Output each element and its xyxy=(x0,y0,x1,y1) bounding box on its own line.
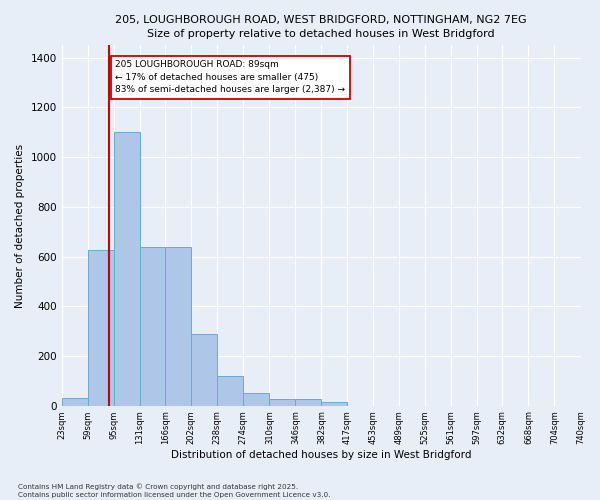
Bar xyxy=(243,393,269,406)
X-axis label: Distribution of detached houses by size in West Bridgford: Distribution of detached houses by size … xyxy=(171,450,472,460)
Title: 205, LOUGHBOROUGH ROAD, WEST BRIDGFORD, NOTTINGHAM, NG2 7EG
Size of property rel: 205, LOUGHBOROUGH ROAD, WEST BRIDGFORD, … xyxy=(115,15,527,39)
Bar xyxy=(62,398,88,406)
Text: 205 LOUGHBOROUGH ROAD: 89sqm
← 17% of detached houses are smaller (475)
83% of s: 205 LOUGHBOROUGH ROAD: 89sqm ← 17% of de… xyxy=(115,60,345,94)
Bar xyxy=(322,402,347,406)
Text: Contains HM Land Registry data © Crown copyright and database right 2025.
Contai: Contains HM Land Registry data © Crown c… xyxy=(18,484,331,498)
Bar xyxy=(114,132,140,406)
Bar xyxy=(140,246,166,406)
Bar xyxy=(217,376,243,406)
Bar xyxy=(165,246,191,406)
Bar xyxy=(269,400,295,406)
Bar xyxy=(88,250,114,406)
Y-axis label: Number of detached properties: Number of detached properties xyxy=(15,144,25,308)
Bar xyxy=(295,400,322,406)
Bar xyxy=(191,334,217,406)
